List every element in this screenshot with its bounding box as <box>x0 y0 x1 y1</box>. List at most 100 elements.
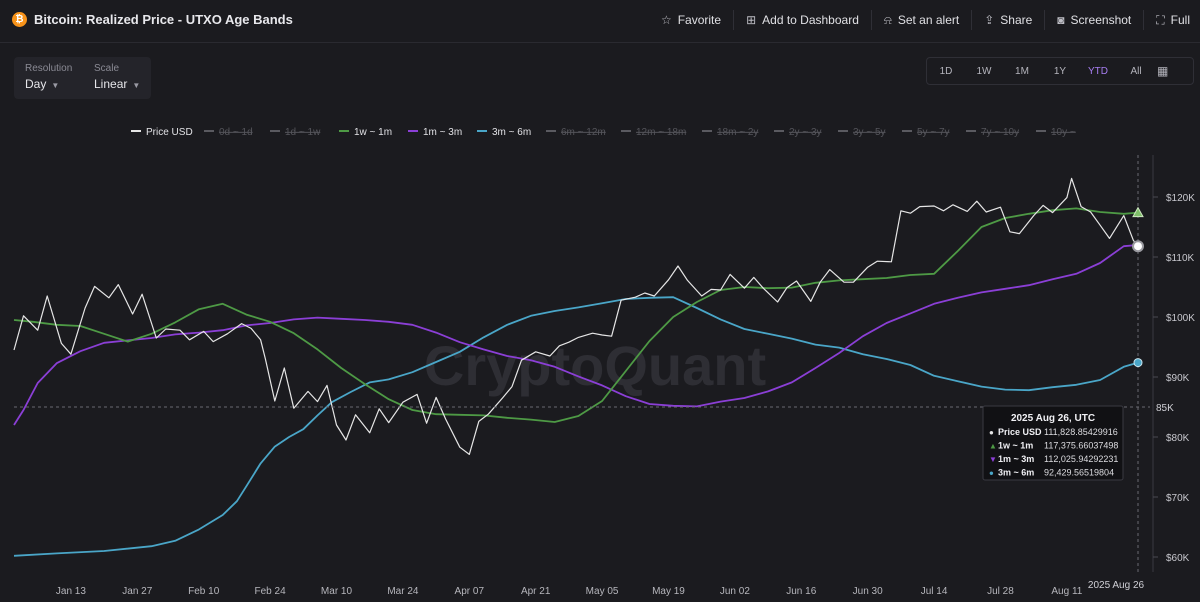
page-title: Bitcoin: Realized Price - UTXO Age Bands <box>34 12 293 27</box>
price-end-marker <box>1132 240 1144 253</box>
chart-controls: Resolution Day ▼ Scale Linear ▼ <box>14 57 151 99</box>
favorite-button[interactable]: ☆ Favorite <box>649 10 735 30</box>
band-1w-1m-line <box>13 207 1139 423</box>
x-tick-label: May 05 <box>586 586 619 597</box>
fullscreen-icon: ⛶ <box>1156 12 1165 27</box>
screenshot-button[interactable]: ◙ Screenshot <box>1045 10 1145 30</box>
x-tick-label: Aug 11 <box>1051 586 1082 597</box>
camera-icon: ◙ <box>1057 13 1065 27</box>
x-tick-label: Mar 24 <box>387 586 419 597</box>
fullscreen-label: Full <box>1170 13 1190 27</box>
chevron-down-icon: ▼ <box>132 81 141 90</box>
star-icon: ☆ <box>660 13 672 27</box>
scale-select[interactable]: Scale Linear ▼ <box>94 63 140 91</box>
resolution-value: Day <box>25 77 47 91</box>
legend-item[interactable]: 6m ~ 12m <box>546 127 606 138</box>
chart-series[interactable] <box>13 177 1139 557</box>
add-to-dashboard-label: Add to Dashboard <box>762 13 859 27</box>
range-all-button[interactable]: All <box>1130 65 1142 77</box>
y-tick-label: $80K <box>1166 433 1190 444</box>
tooltip-series-name: Price USD <box>998 427 1042 437</box>
add-to-dashboard-button[interactable]: ⊞ Add to Dashboard <box>734 10 872 30</box>
legend-item[interactable]: 1m ~ 3m <box>408 127 462 138</box>
legend-item[interactable]: 3y ~ 5y <box>838 127 886 138</box>
y-tick-label: $100K <box>1166 313 1195 324</box>
x-tick-label: Jan 27 <box>122 586 152 597</box>
y-tick-label: $70K <box>1166 493 1190 504</box>
tooltip-series-name: 1w ~ 1m <box>998 441 1033 451</box>
x-tick-label: Jun 02 <box>720 586 750 597</box>
tooltip-series-value: 92,429.56519804 <box>1044 468 1114 478</box>
x-tick-label: Jun 16 <box>786 586 816 597</box>
bell-icon: ⍾ <box>883 12 892 27</box>
tooltip-marker: ▼ <box>989 455 997 464</box>
screenshot-label: Screenshot <box>1070 13 1132 27</box>
x-tick-label: Feb 10 <box>188 586 220 597</box>
legend-label: 2y ~ 3y <box>789 127 822 138</box>
chevron-down-icon: ▼ <box>51 81 60 90</box>
resolution-label: Resolution <box>25 63 73 74</box>
share-label: Share <box>1000 13 1033 27</box>
legend-item[interactable]: 18m ~ 2y <box>702 127 758 138</box>
tooltip-series-name: 3m ~ 6m <box>998 468 1034 478</box>
legend-label: 1w ~ 1m <box>354 127 392 138</box>
legend-item[interactable]: 0d ~ 1d <box>204 127 253 138</box>
favorite-label: Favorite <box>677 13 722 27</box>
range-selector: 1D 1W 1M 1Y YTD All ▦ <box>926 57 1194 85</box>
tooltip: 2025 Aug 26, UTC ● Price USD 111,828.854299… <box>982 405 1124 481</box>
band-3m-6m-end-marker <box>1133 358 1143 368</box>
x-tick-label: Jul 28 <box>987 586 1014 597</box>
fullscreen-button[interactable]: ⛶ Full <box>1144 10 1200 30</box>
x-tick-label: Jun 30 <box>853 586 883 597</box>
set-alert-label: Set an alert <box>897 13 960 27</box>
y-tick-label: $120K <box>1166 193 1195 204</box>
bitcoin-icon: ₿ <box>12 12 27 27</box>
band-3m-6m-line <box>13 296 1139 557</box>
range-1y-button[interactable]: 1Y <box>1053 65 1067 77</box>
tooltip-box <box>982 405 1124 481</box>
legend-label: 1d ~ 1w <box>285 127 321 138</box>
band-1w-1m-end-marker <box>1132 206 1144 218</box>
legend-item[interactable]: Price USD <box>131 127 193 138</box>
legend-label: 6m ~ 12m <box>561 127 606 138</box>
legend-item[interactable]: 2y ~ 3y <box>774 127 822 138</box>
tooltip-series-value: 117,375.66037498 <box>1044 441 1118 451</box>
resolution-select[interactable]: Resolution Day ▼ <box>25 63 72 91</box>
crosshair-date-label: 2025 Aug 26 <box>1088 580 1145 591</box>
legend-item[interactable]: 7y ~ 10y <box>966 127 1019 138</box>
x-tick-label: Apr 21 <box>521 586 551 597</box>
range-1w-button[interactable]: 1W <box>976 65 992 77</box>
legend-label: 18m ~ 2y <box>717 127 758 138</box>
chart-legend: Price USD 0d ~ 1d 1d ~ 1w 1w ~ 1m 1m ~ 3m 3m … <box>131 127 1076 138</box>
tooltip-marker: ● <box>989 428 994 437</box>
scale-value: Linear <box>94 77 128 91</box>
legend-label: 0d ~ 1d <box>219 127 253 138</box>
set-alert-button[interactable]: ⍾ Set an alert <box>872 10 973 30</box>
y-tick-label: $110K <box>1166 253 1195 264</box>
y-tick-label: $60K <box>1166 553 1190 564</box>
y-tick-label: $90K <box>1166 373 1190 384</box>
scale-label: Scale <box>94 63 120 74</box>
legend-item[interactable]: 10y ~ <box>1036 127 1076 138</box>
x-tick-label: Jul 14 <box>921 586 948 597</box>
title-area: ₿ Bitcoin: Realized Price - UTXO Age Ban… <box>12 12 293 27</box>
crosshair: 85K 2025 Aug 26 <box>14 155 1174 593</box>
tooltip-series-name: 1m ~ 3m <box>998 454 1034 464</box>
legend-item[interactable]: 1d ~ 1w <box>270 127 321 138</box>
range-1m-button[interactable]: 1M <box>1015 65 1029 77</box>
legend-item[interactable]: 3m ~ 6m <box>477 127 531 138</box>
range-ytd-button[interactable]: YTD <box>1088 65 1108 77</box>
legend-item[interactable]: 5y ~ 7y <box>902 127 950 138</box>
legend-item[interactable]: 12m ~ 18m <box>621 127 686 138</box>
top-bar: ₿ Bitcoin: Realized Price - UTXO Age Ban… <box>0 0 1200 43</box>
range-1d-button[interactable]: 1D <box>939 65 953 77</box>
tooltip-marker: ▲ <box>989 442 997 451</box>
dashboard-add-icon: ⊞ <box>746 13 757 27</box>
calendar-icon[interactable]: ▦ <box>1157 64 1169 78</box>
share-button[interactable]: ⇪ Share <box>972 10 1046 30</box>
legend-label: 5y ~ 7y <box>917 127 950 138</box>
x-tick-label: Feb 24 <box>255 586 287 597</box>
legend-item[interactable]: 1w ~ 1m <box>339 127 392 138</box>
tooltip-date: 2025 Aug 26, UTC <box>1011 413 1095 424</box>
